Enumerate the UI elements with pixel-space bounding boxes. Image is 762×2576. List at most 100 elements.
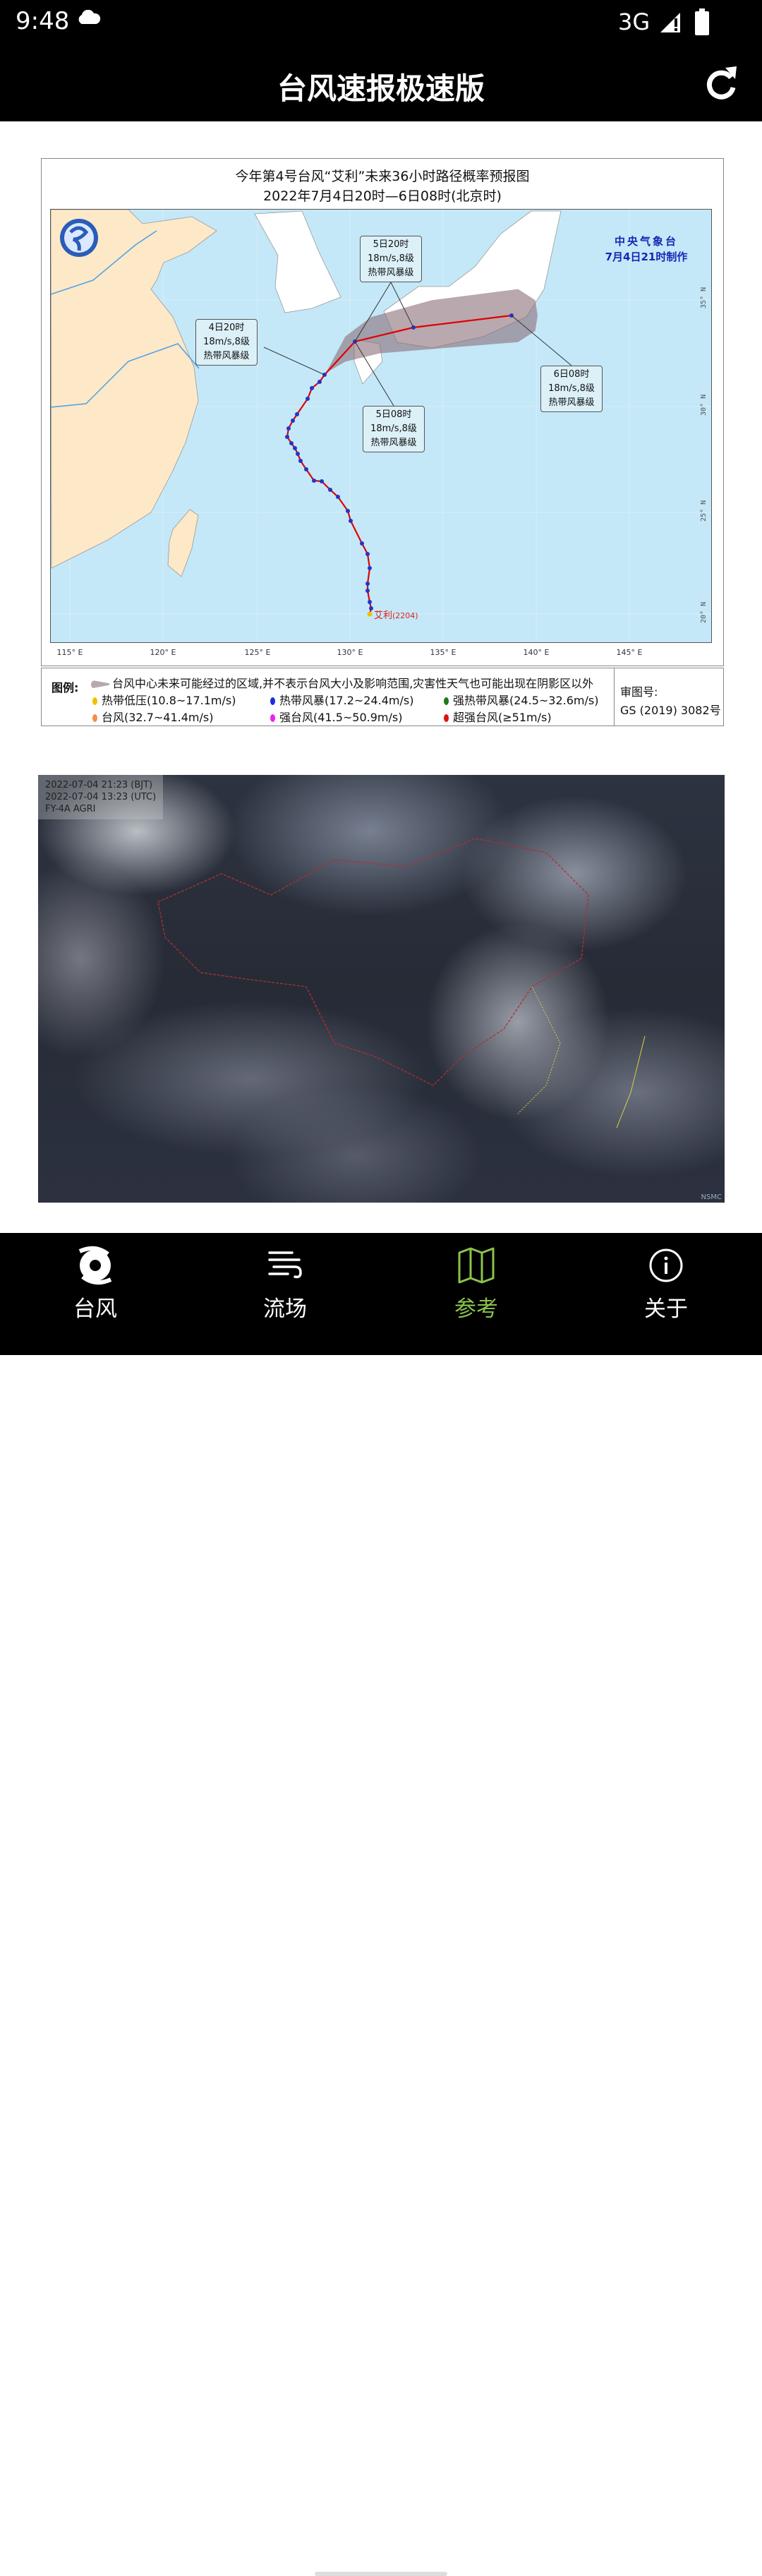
track-point xyxy=(360,541,364,546)
track-point xyxy=(295,412,299,416)
track-point xyxy=(346,509,350,513)
track-point xyxy=(318,380,322,384)
nav-about[interactable]: 关于 xyxy=(595,1233,737,1325)
lon-label: 120° E xyxy=(150,648,176,657)
cloud-icon xyxy=(78,10,101,24)
track-point xyxy=(306,397,310,401)
nav-typhoon[interactable]: 台风 xyxy=(25,1233,166,1325)
refresh-icon[interactable] xyxy=(704,64,739,102)
callout-level: 热带风暴级 xyxy=(548,397,595,408)
nav-flow[interactable]: 流场 xyxy=(214,1233,356,1325)
typhoon-dot-icon xyxy=(92,714,97,722)
map-title: 今年第4号台风“艾利”未来36小时路径概率预报图 xyxy=(235,169,530,184)
probability-cone xyxy=(325,289,538,373)
callout-leader xyxy=(263,347,325,375)
callout-time: 6日08时 xyxy=(553,369,590,380)
callout-leader xyxy=(390,282,414,328)
nsmc-logo: NSMC xyxy=(701,1193,722,1201)
track-point xyxy=(312,479,316,483)
track-point xyxy=(336,495,340,499)
lat-label-25: 25° N xyxy=(700,500,708,522)
status-time: 9:48 xyxy=(16,7,70,35)
app-bar: 台风速报极速版 xyxy=(0,47,762,121)
satellite-image[interactable]: 2022-07-04 21:23 (BJT) 2022-07-04 13:23 … xyxy=(38,775,725,1203)
legend-cone: 台风中心未来可能经过的区域,并不表示台风大小及影响范围,灾害性天气也可能出现在阴… xyxy=(91,674,593,691)
track-point xyxy=(298,459,303,463)
callout-wind: 18m/s,8级 xyxy=(548,383,595,394)
status-bar: 9:48 3G xyxy=(0,0,762,47)
callout-wind: 18m/s,8级 xyxy=(368,253,414,264)
track-point xyxy=(286,426,291,431)
track-point xyxy=(367,611,373,617)
track-point xyxy=(310,386,314,390)
lon-label: 125° E xyxy=(244,648,271,657)
legend-item: 台风(32.7~41.4m/s) xyxy=(92,708,213,725)
typhoon-icon xyxy=(78,1246,112,1285)
approval-label: 审图号: xyxy=(620,685,658,699)
lon-label: 115° E xyxy=(56,648,83,657)
track-point xyxy=(365,552,370,556)
lon-label: 140° E xyxy=(523,648,550,657)
wind-flow-icon xyxy=(268,1251,302,1279)
info-icon xyxy=(649,1248,683,1282)
track-point xyxy=(293,446,297,450)
legend-item: 热带风暴(17.2~24.4m/s) xyxy=(270,691,413,708)
track-callout: 4日20时 18m/s,8级 热带风暴级 xyxy=(195,319,258,366)
callout-leader xyxy=(511,315,572,366)
lon-label: 135° E xyxy=(430,648,456,657)
track-point xyxy=(349,519,353,523)
lon-label: 145° E xyxy=(616,648,643,657)
agency-label: 中央气象台 7月4日21时制作 xyxy=(605,235,688,263)
cone-icon xyxy=(91,680,109,689)
legend-divider xyxy=(614,668,615,726)
track-point xyxy=(369,606,373,610)
callout-time: 5日08时 xyxy=(375,409,412,420)
legend-item: 超强台风(≥51m/s) xyxy=(444,708,552,725)
satellite-timestamp: 2022-07-04 21:23 (BJT) 2022-07-04 13:23 … xyxy=(38,775,164,819)
typhoon-dot-icon xyxy=(270,697,275,705)
track-point xyxy=(289,441,294,445)
taiwan-land xyxy=(167,509,199,577)
track-point xyxy=(320,479,324,483)
callout-wind: 18m/s,8级 xyxy=(370,423,417,434)
lat-label-20: 20° N xyxy=(700,602,708,623)
korea-land xyxy=(254,210,341,313)
track-point xyxy=(365,589,370,593)
legend-item: 热带低压(10.8~17.1m/s) xyxy=(92,691,236,708)
track-callout: 6日08时 18m/s,8级 热带风暴级 xyxy=(540,366,603,412)
lat-label-35: 35° N xyxy=(700,287,708,308)
typhoon-name-label: 艾利(2204) xyxy=(374,610,418,621)
bottom-nav: 台风 流场 参考 关于 xyxy=(0,1233,762,2576)
forecast-map-figure[interactable]: 今年第4号台风“艾利”未来36小时路径概率预报图 2022年7月4日20时—6日… xyxy=(41,158,724,666)
callout-leader xyxy=(354,341,394,407)
track-point xyxy=(296,452,300,456)
callout-wind: 18m/s,8级 xyxy=(203,337,250,347)
nav-reference[interactable]: 参考 xyxy=(406,1233,547,1325)
battery-icon xyxy=(695,8,709,35)
typhoon-track xyxy=(263,282,572,617)
track-point xyxy=(285,435,289,439)
callout-level: 热带风暴级 xyxy=(203,351,250,361)
track-point xyxy=(368,600,372,604)
callout-time: 5日20时 xyxy=(373,239,409,250)
app-title: 台风速报极速版 xyxy=(277,71,485,106)
typhoon-dot-icon xyxy=(444,697,449,705)
typhoon-dot-icon xyxy=(270,714,275,722)
home-indicator[interactable] xyxy=(315,2572,447,2576)
track-point xyxy=(291,419,295,423)
callout-leader xyxy=(354,282,392,342)
signal-icon xyxy=(660,13,680,32)
track-callout: 5日20时 18m/s,8级 热带风暴级 xyxy=(360,236,422,282)
callout-level: 热带风暴级 xyxy=(370,438,417,448)
track-point xyxy=(304,467,308,471)
map-subtitle: 2022年7月4日20时—6日08时(北京时) xyxy=(263,188,502,204)
callout-level: 热带风暴级 xyxy=(368,267,414,278)
approval-number: GS (2019) 3082号 xyxy=(620,704,721,717)
network-type: 3G xyxy=(618,8,651,35)
legend-item: 强台风(41.5~50.9m/s) xyxy=(270,708,402,725)
callout-time: 4日20时 xyxy=(208,323,245,333)
typhoon-track-map: 35° N 30° N 25° N 20° N 中央气象台 7月4日21时制作 … xyxy=(50,209,712,643)
track-point xyxy=(365,582,370,586)
track-callout: 5日08时 18m/s,8级 热带风暴级 xyxy=(363,406,425,452)
track-point xyxy=(368,566,372,570)
